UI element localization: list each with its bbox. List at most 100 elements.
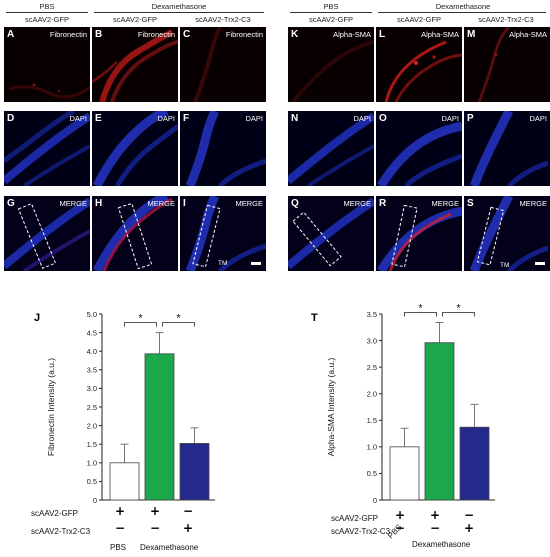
y-tick-label: 0 [93, 496, 97, 505]
panel-letter: D [7, 113, 15, 124]
scale-bar [251, 262, 261, 265]
tissue-texture [288, 197, 374, 270]
header-line-dex-left [94, 12, 264, 13]
header-dex-right: Dexamethasone [435, 2, 491, 11]
micrograph-o: O DAPI [376, 111, 462, 186]
panel-letter: R [379, 198, 387, 209]
stain-label: DAPI [529, 114, 547, 123]
col-label-left-2: scAAV2-GFP [112, 15, 158, 24]
panel-letter: A [7, 29, 15, 40]
stain-label: MERGE [59, 199, 87, 208]
row-label-trx-j: scAAV2-Trx2-C3 [31, 527, 91, 536]
header-dex-left: Dexamethasone [151, 2, 207, 11]
stain-label: Alpha-SMA [333, 30, 371, 39]
significance-bracket [162, 322, 195, 327]
tm-label: TM [500, 262, 510, 269]
y-tick-label: 2.0 [367, 390, 377, 399]
micrograph-i: I MERGE TM [180, 196, 266, 271]
y-tick-label: 5.0 [87, 310, 97, 319]
micrograph-c: C Fibronectin [180, 27, 266, 102]
header-line-pbs-left [6, 12, 88, 13]
chart-j: Fibronectin Intensity (a.u.) 0 0.5 1.0 1.5 2.… [46, 310, 215, 505]
stain-label: DAPI [157, 114, 175, 123]
panel-letter-j: J [34, 312, 41, 324]
header-pbs-left: PBS [39, 2, 55, 11]
panel-letter: B [95, 29, 103, 40]
significance-star: * [176, 313, 181, 325]
micrograph-h: H MERGE [92, 196, 178, 271]
micrograph-l: L Alpha-SMA [376, 27, 462, 102]
scale-bar [535, 262, 545, 265]
group-pbs-j: PBS [110, 543, 127, 552]
sign-trx-dex-t: − [429, 521, 441, 535]
tissue-texture [291, 40, 374, 102]
significance-bracket [124, 322, 157, 327]
tissue-texture [92, 196, 173, 271]
col-label-left-3: scAAV2-Trx2-C3 [195, 15, 251, 24]
tissue-texture [185, 196, 266, 271]
sign-trx-trx-t: + [463, 521, 475, 535]
tissue-texture [469, 111, 548, 186]
panel-letter: S [467, 198, 474, 209]
y-tick-label: 3.5 [367, 310, 377, 319]
sign-trx-pbs-t: − [394, 521, 406, 535]
y-tick-label: 0.5 [87, 477, 97, 486]
tissue-texture [288, 112, 374, 186]
sign-trx-dex-j: − [149, 521, 161, 535]
stain-label: Fibronectin [137, 30, 175, 39]
roi-box [192, 204, 221, 268]
panel-letter: O [379, 113, 387, 124]
y-tick-label: 3.0 [367, 336, 377, 345]
stain-label: DAPI [353, 114, 371, 123]
y-axis-label: Fibronectin Intensity (a.u.) [46, 358, 56, 456]
significance-bracket [442, 312, 475, 317]
col-label-right-3: scAAV2-Trx2-C3 [478, 15, 534, 24]
stain-label: Fibronectin [225, 30, 263, 39]
tissue-texture [384, 40, 462, 102]
sign-gfp-pbs-t: + [394, 508, 406, 522]
stain-label: DAPI [69, 114, 87, 123]
sign-trx-trx-j: + [182, 521, 194, 535]
stain-label: DAPI [441, 114, 459, 123]
chart-t: Alpha-SMA Intensity (a.u.) 0 0.5 1.0 1.5 2.0 2… [326, 303, 495, 505]
panel-letter: G [7, 198, 15, 209]
y-tick-label: 1.5 [87, 440, 97, 449]
stain-label: Fibronectin [49, 30, 87, 39]
panel-letter: I [183, 198, 186, 209]
y-tick-label: 4.5 [87, 328, 97, 337]
micrograph-a: A Fibronectin [4, 27, 90, 102]
header-line-dex-right [378, 12, 546, 13]
roi-box [476, 206, 505, 266]
panel-letter: P [467, 113, 474, 124]
col-label-left-1: scAAV2-GFP [24, 15, 70, 24]
y-tick-label: 0 [373, 496, 377, 505]
micrograph-d: D DAPI [4, 111, 90, 186]
bar-1 [109, 462, 140, 501]
y-tick-label: 1.0 [87, 459, 97, 468]
micrograph-e: E DAPI [92, 111, 178, 186]
bar-2 [424, 342, 455, 501]
bar-1 [389, 446, 420, 501]
micrograph-q: Q MERGE [288, 196, 374, 271]
tissue-texture [469, 196, 548, 271]
col-label-right-2: scAAV2-GFP [396, 15, 442, 24]
y-tick-label: 3.0 [87, 384, 97, 393]
panel-letter: M [467, 29, 476, 40]
micrograph-m: M Alpha-SMA [464, 27, 550, 102]
tissue-texture [377, 121, 462, 186]
header-line-pbs-right [290, 12, 372, 13]
tissue-texture [185, 111, 266, 186]
stain-label: MERGE [519, 199, 547, 208]
group-dex-j: Dexamethasone [140, 543, 199, 552]
tissue-texture [193, 27, 222, 102]
tissue-texture [92, 29, 178, 102]
significance-star: * [456, 303, 461, 315]
panel-letter: K [291, 29, 299, 40]
sign-gfp-dex-t: + [429, 508, 441, 522]
y-tick-label: 0.5 [367, 469, 377, 478]
stain-label: MERGE [431, 199, 459, 208]
stain-label: MERGE [343, 199, 371, 208]
micrograph-k: K Alpha-SMA [288, 27, 374, 102]
y-tick-label: 1.0 [367, 443, 377, 452]
tissue-texture [4, 111, 90, 186]
